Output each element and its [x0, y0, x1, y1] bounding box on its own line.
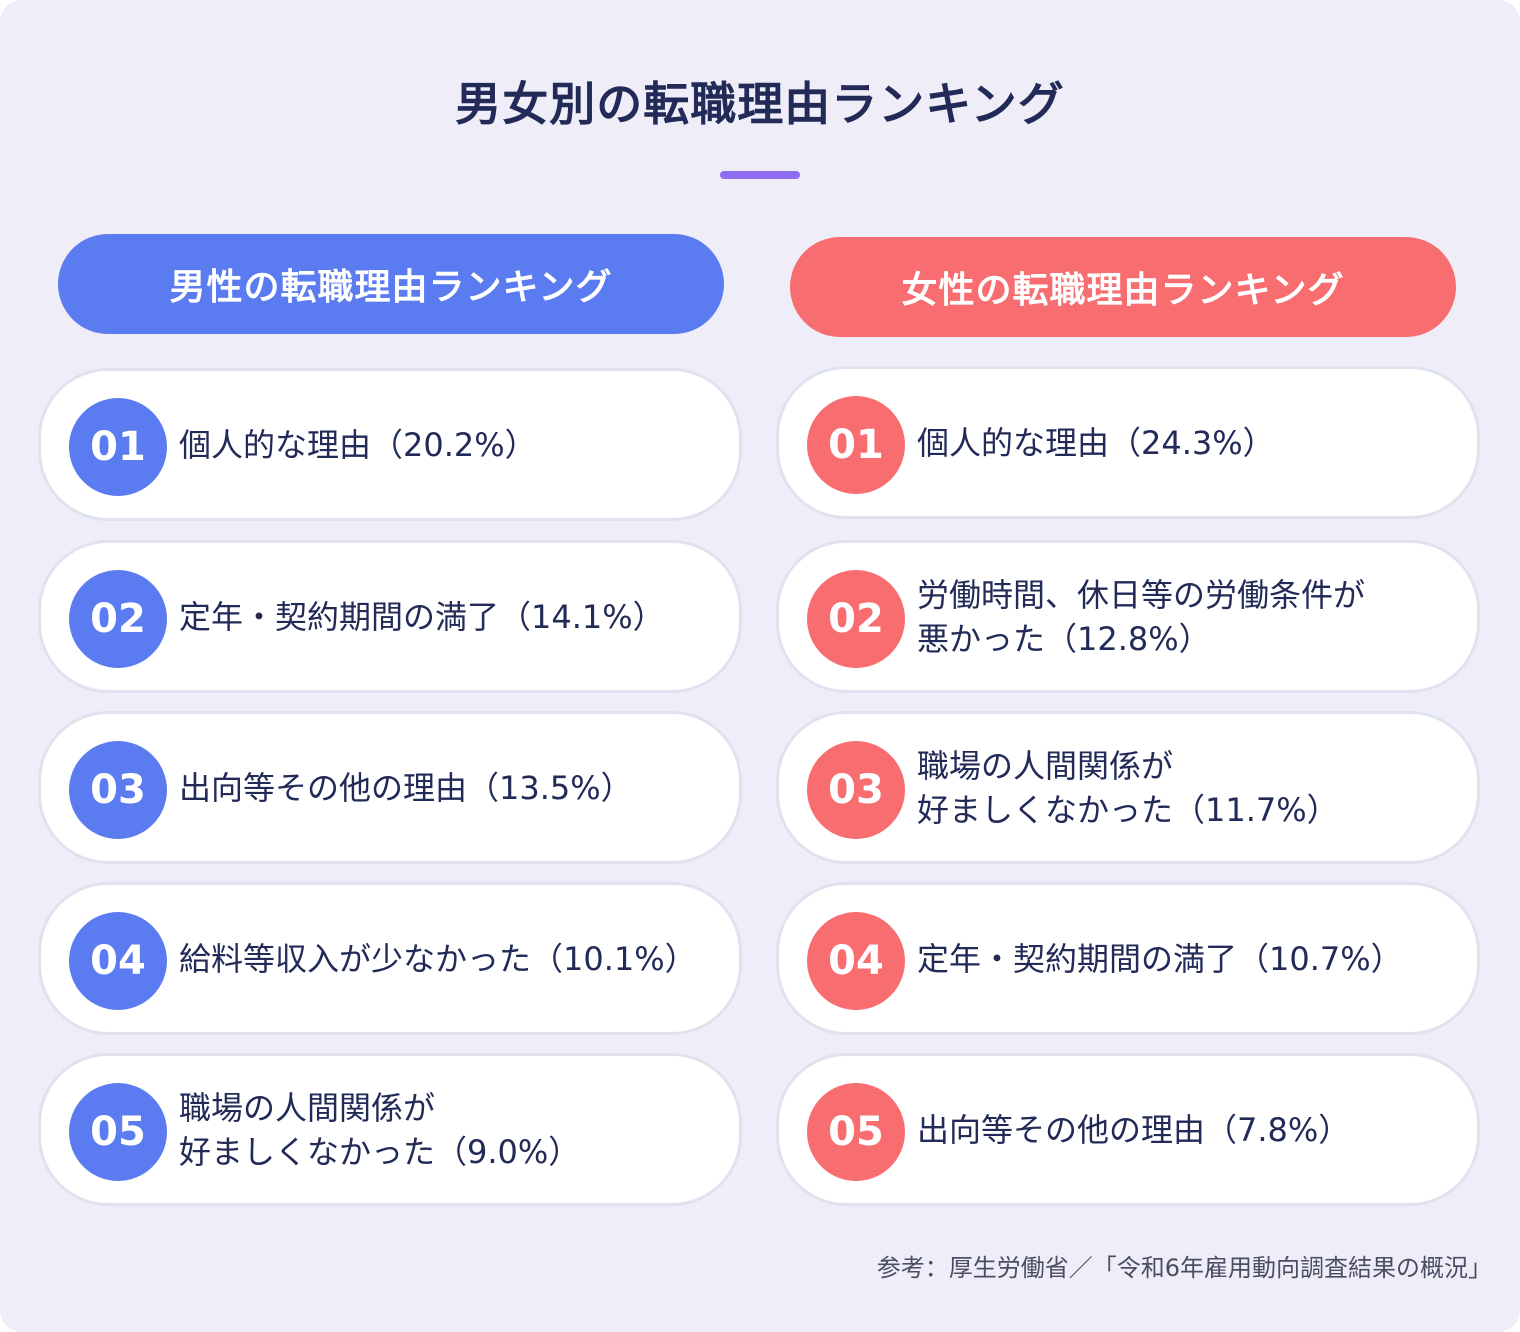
female-rank-item-5: 05 出向等その他の理由（7.8%）	[776, 1053, 1480, 1206]
female-rank-item-2: 02 労働時間、休日等の労働条件が 悪かった（12.8%）	[776, 540, 1480, 693]
male-ranking-header: 男性の転職理由ランキング	[58, 234, 724, 334]
rank-badge: 03	[807, 741, 905, 839]
male-ranking-column: 男性の転職理由ランキング 01 個人的な理由（20.2%） 02 定年・契約期間…	[38, 234, 742, 1206]
rank-reason: 出向等その他の理由（13.5%）	[179, 768, 633, 807]
male-rank-item-2: 02 定年・契約期間の満了（14.1%）	[38, 540, 742, 693]
rank-badge: 02	[807, 570, 905, 668]
rank-badge: 04	[807, 912, 905, 1010]
rank-reason: 出向等その他の理由（7.8%）	[917, 1110, 1351, 1149]
rank-badge: 02	[69, 570, 167, 668]
female-rank-item-1: 01 個人的な理由（24.3%）	[776, 366, 1480, 519]
rank-badge: 01	[807, 396, 905, 494]
rank-badge: 05	[807, 1083, 905, 1181]
female-ranking-column: 女性の転職理由ランキング 01 個人的な理由（24.3%） 02 労働時間、休日…	[760, 0, 1520, 1332]
rank-reason: 定年・契約期間の満了（10.7%）	[917, 939, 1403, 978]
female-rank-item-4: 04 定年・契約期間の満了（10.7%）	[776, 882, 1480, 1035]
rank-badge: 05	[69, 1083, 167, 1181]
rank-reason: 給料等収入が少なかった（10.1%）	[179, 939, 697, 978]
rank-badge: 04	[69, 912, 167, 1010]
source-note: 参考：厚生労働省／「令和6年雇用動向調査結果の概況」	[876, 1254, 1492, 1282]
rank-badge: 03	[69, 741, 167, 839]
rank-reason: 定年・契約期間の満了（14.1%）	[179, 597, 665, 636]
male-rank-item-1: 01 個人的な理由（20.2%）	[38, 368, 742, 521]
male-rank-item-3: 03 出向等その他の理由（13.5%）	[38, 711, 742, 864]
female-rank-item-3: 03 職場の人間関係が 好ましくなかった（11.7%）	[776, 711, 1480, 864]
rank-reason: 個人的な理由（24.3%）	[917, 423, 1275, 462]
rank-reason: 職場の人間関係が 好ましくなかった（11.7%）	[917, 746, 1339, 829]
male-rank-item-5: 05 職場の人間関係が 好ましくなかった（9.0%）	[38, 1053, 742, 1206]
title-underline	[720, 171, 800, 179]
rank-reason: 職場の人間関係が 好ましくなかった（9.0%）	[179, 1088, 581, 1171]
rank-badge: 01	[69, 398, 167, 496]
rank-reason: 労働時間、休日等の労働条件が 悪かった（12.8%）	[917, 575, 1366, 658]
female-ranking-header: 女性の転職理由ランキング	[790, 237, 1456, 337]
page-title: 男女別の転職理由ランキング	[455, 77, 1065, 131]
male-rank-item-4: 04 給料等収入が少なかった（10.1%）	[38, 882, 742, 1035]
rank-reason: 個人的な理由（20.2%）	[179, 425, 537, 464]
